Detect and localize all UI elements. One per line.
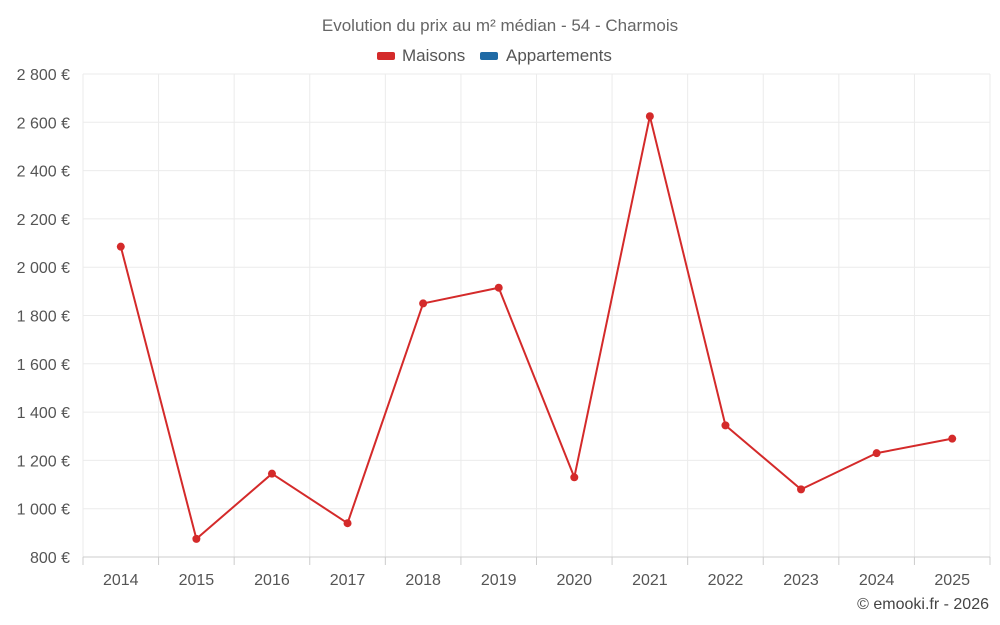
data-point-maisons[interactable] [116,242,125,251]
data-point-maisons[interactable] [570,473,579,482]
x-tick-label: 2024 [859,572,895,589]
legend-swatch-maisons [377,52,395,60]
chart-title: Evolution du prix au m² médian - 54 - Ch… [322,16,678,35]
x-tick-label: 2016 [254,572,290,589]
y-tick-label: 800 € [30,550,70,567]
data-point-maisons[interactable] [267,469,276,478]
y-tick-label: 1 600 € [17,357,70,374]
y-tick-label: 1 800 € [17,309,70,326]
x-tick-label: 2023 [783,572,819,589]
x-tick-label: 2019 [481,572,517,589]
x-tick-label: 2014 [103,572,139,589]
legend-label-appartements: Appartements [506,46,612,65]
data-point-maisons[interactable] [192,534,201,543]
credit-text: © emooki.fr - 2026 [857,596,989,613]
data-point-maisons[interactable] [419,299,428,308]
x-tick-label: 2015 [179,572,215,589]
legend-item-appartements[interactable]: Appartements [480,46,612,65]
x-tick-label: 2025 [934,572,970,589]
y-tick-label: 2 200 € [17,212,70,229]
series-line-maisons [119,115,953,540]
data-point-maisons[interactable] [797,485,806,494]
x-tick-label: 2017 [330,572,366,589]
data-point-maisons[interactable] [721,421,730,430]
x-tick-label: 2021 [632,572,668,589]
y-tick-label: 2 600 € [17,115,70,132]
legend-item-maisons[interactable]: Maisons [377,46,465,65]
y-tick-label: 1 000 € [17,502,70,519]
y-axis-ticks: 800 € 1 000 € 1 200 € 1 400 € 1 600 € 1 800 €… [17,67,70,567]
y-tick-label: 2 800 € [17,67,70,84]
x-tick-label: 2022 [708,572,744,589]
x-tick-label: 2018 [405,572,441,589]
legend-label-maisons: Maisons [402,46,465,65]
y-tick-label: 2 400 € [17,164,70,181]
data-point-maisons[interactable] [872,449,881,458]
x-tick-label: 2020 [556,572,592,589]
y-tick-label: 1 200 € [17,453,70,470]
data-point-maisons[interactable] [494,283,503,292]
y-tick-label: 2 000 € [17,260,70,277]
data-point-maisons[interactable] [645,112,654,121]
legend-swatch-appartements [480,52,498,60]
series-group [116,112,957,543]
x-axis-ticks: 2014 2015 2016 2017 2018 2019 2020 2021 2022 2023… [82,557,991,589]
y-tick-label: 1 400 € [17,405,70,422]
legend: Maisons Appartements [377,46,612,65]
data-point-maisons[interactable] [948,434,957,443]
data-point-maisons[interactable] [343,519,352,528]
y-gridlines [83,73,990,510]
